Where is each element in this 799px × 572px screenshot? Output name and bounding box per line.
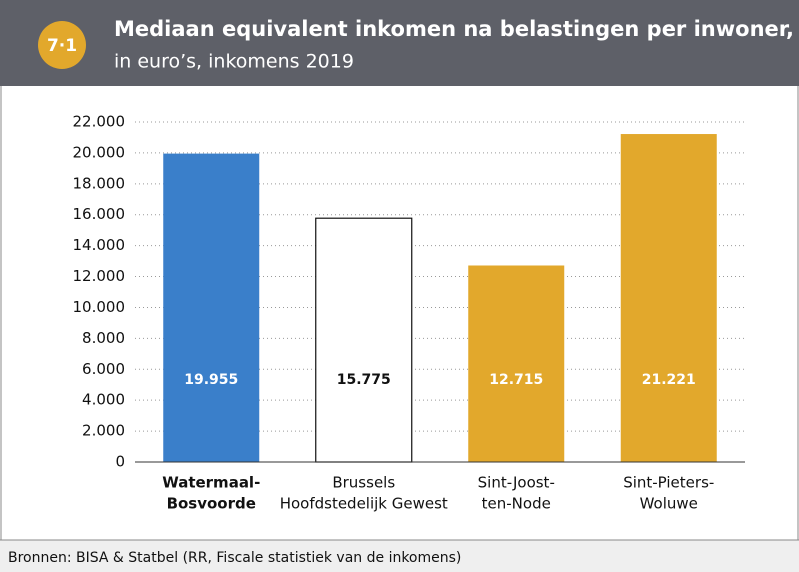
y-tick-label: 18.000 <box>73 174 126 192</box>
value-label: 21.221 <box>642 372 696 388</box>
x-tick-label: Bosvoorde <box>167 495 256 513</box>
bar <box>468 265 565 462</box>
y-tick-label: 10.000 <box>73 298 126 316</box>
x-tick-label: Woluwe <box>640 495 698 513</box>
header-band <box>0 0 799 86</box>
value-label: 19.955 <box>184 372 238 388</box>
source: Bronnen: BISA & Statbel (RR, Fiscale sta… <box>8 550 461 566</box>
footer-band <box>0 540 799 572</box>
y-tick-label: 6.000 <box>82 360 125 378</box>
x-tick-label: Hoofdstedelijk Gewest <box>280 495 448 513</box>
y-tick-label: 8.000 <box>82 329 125 347</box>
badge <box>38 21 86 69</box>
y-tick-label: 22.000 <box>73 113 126 131</box>
y-tick-label: 4.000 <box>82 391 125 409</box>
x-tick-label: ten-Node <box>482 495 551 513</box>
y-tick-label: 0 <box>115 453 125 471</box>
badge-text: 7·1 <box>47 36 77 56</box>
y-tick-label: 20.000 <box>73 143 126 161</box>
x-tick-label: Sint-Pieters- <box>623 474 714 492</box>
bar <box>315 217 413 463</box>
y-tick-label: 2.000 <box>82 422 125 440</box>
value-label: 12.715 <box>489 372 543 388</box>
y-tick-label: 14.000 <box>73 236 126 254</box>
x-tick-label: Brussels <box>332 474 395 492</box>
y-tick-label: 16.000 <box>73 205 126 223</box>
x-tick-label: Watermaal- <box>162 474 260 492</box>
value-label: 15.775 <box>337 372 391 388</box>
bar <box>620 134 717 462</box>
y-tick-label: 12.000 <box>73 267 126 285</box>
chart-subtitle: in euro’s, inkomens 2019 <box>114 51 354 73</box>
chart-title: Mediaan equivalent inkomen na belastinge… <box>114 17 794 41</box>
bar <box>163 153 260 462</box>
x-tick-label: Sint-Joost- <box>478 474 555 492</box>
